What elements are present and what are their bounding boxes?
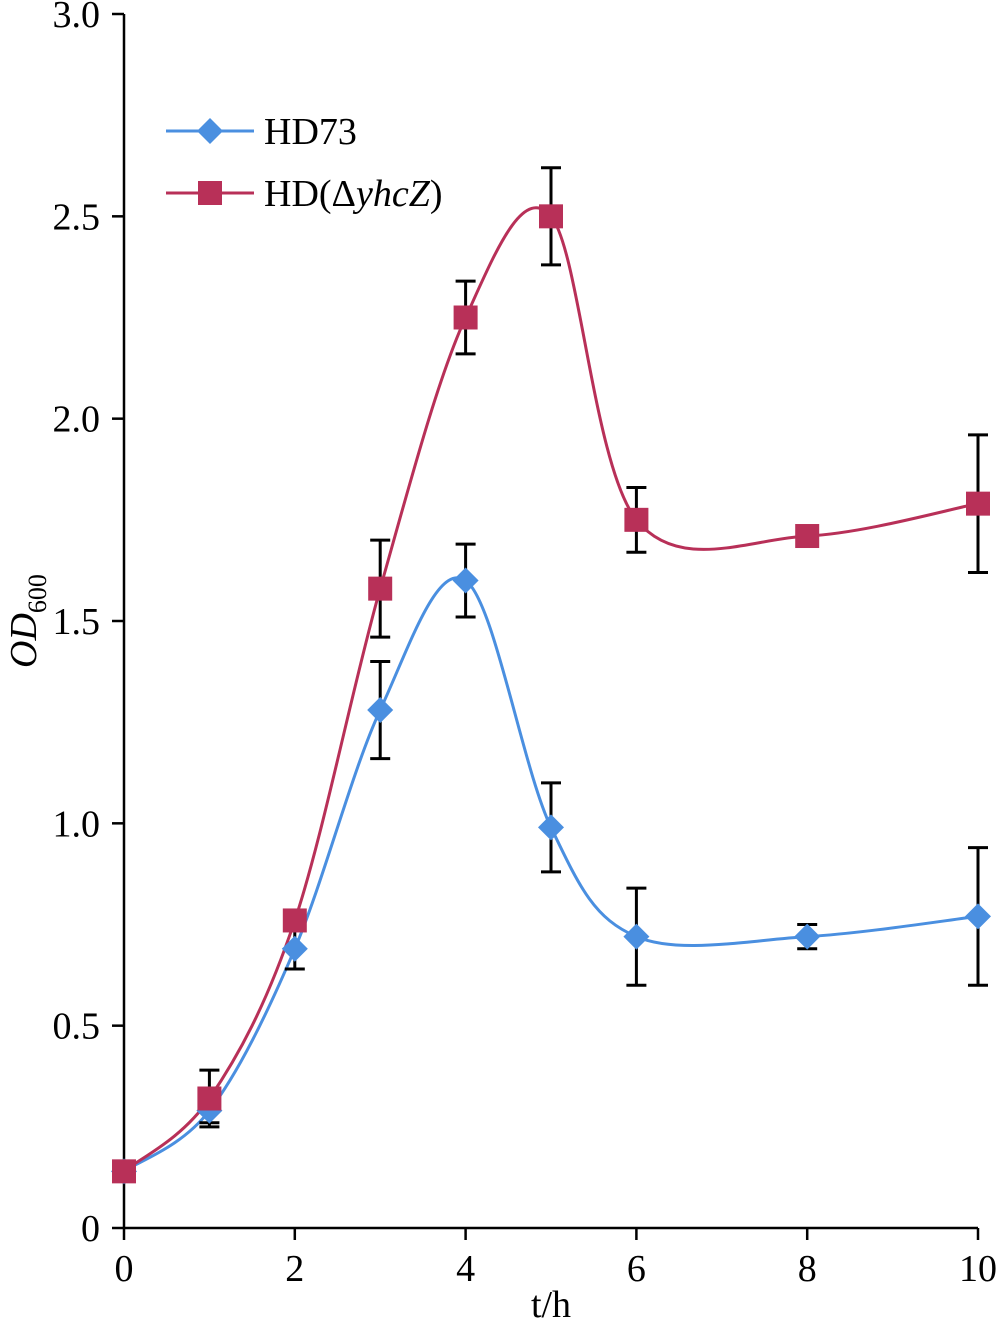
y-tick-label: 0 [81,1208,100,1250]
data-point-0 [367,697,394,724]
error-bars [199,166,988,1129]
data-point-0 [965,903,991,930]
y-tick-label: 2.0 [53,399,101,441]
data-point-1 [795,524,820,549]
x-axis-title: t/h [531,1284,571,1319]
legend-marker-0 [197,118,223,144]
data-point-1 [197,1086,222,1111]
y-axis-title-subscript: 600 [23,574,52,613]
x-tick-label: 8 [798,1248,817,1290]
data-point-0 [794,923,821,950]
series-line-1 [123,206,979,1173]
data-point-1 [282,908,307,933]
x-tick-label: 0 [115,1248,134,1290]
legend-marker-1 [198,181,222,205]
data-point-1 [539,204,563,229]
series-curves [123,206,979,1173]
legend-label-0: HD73 [264,111,357,153]
x-tick-label: 2 [285,1248,304,1290]
x-tick-label: 10 [959,1248,997,1290]
y-tick-label: 3.0 [53,0,101,36]
y-tick-label: 0.5 [53,1006,101,1048]
x-tick-label: 4 [456,1248,475,1290]
ticks: 0 0.5 1.0 1.5 2.0 2.5 3.0 0 2 4 6 8 10 [53,0,998,1290]
data-point-0 [452,567,479,594]
legend-label-part: ) [430,173,443,215]
axis-titles: t/h OD600 [3,574,571,1319]
y-tick-label: 1.0 [53,803,101,845]
y-tick-label: 2.5 [53,196,101,238]
y-tick-label: 1.5 [53,601,101,643]
data-markers [111,204,991,1185]
data-point-1 [453,305,478,330]
legend: HD73 HD(ΔyhcZ) [166,111,443,215]
data-point-1 [112,1159,136,1184]
y-axis-title: OD600 [3,574,52,668]
data-point-1 [368,576,393,601]
legend-label-part: yhcZ [352,173,431,215]
x-tick-label: 6 [627,1248,646,1290]
legend-label-part: HD73 [264,111,357,153]
data-point-0 [538,814,564,841]
data-point-1 [624,507,649,532]
legend-label-1: HD(ΔyhcZ) [264,173,443,215]
data-point-0 [281,935,308,962]
y-axis-title-main: OD [3,613,45,668]
legend-label-part: HD(Δ [264,173,356,215]
data-point-0 [623,923,650,950]
series-line-0 [123,576,979,1173]
data-point-1 [966,491,990,516]
